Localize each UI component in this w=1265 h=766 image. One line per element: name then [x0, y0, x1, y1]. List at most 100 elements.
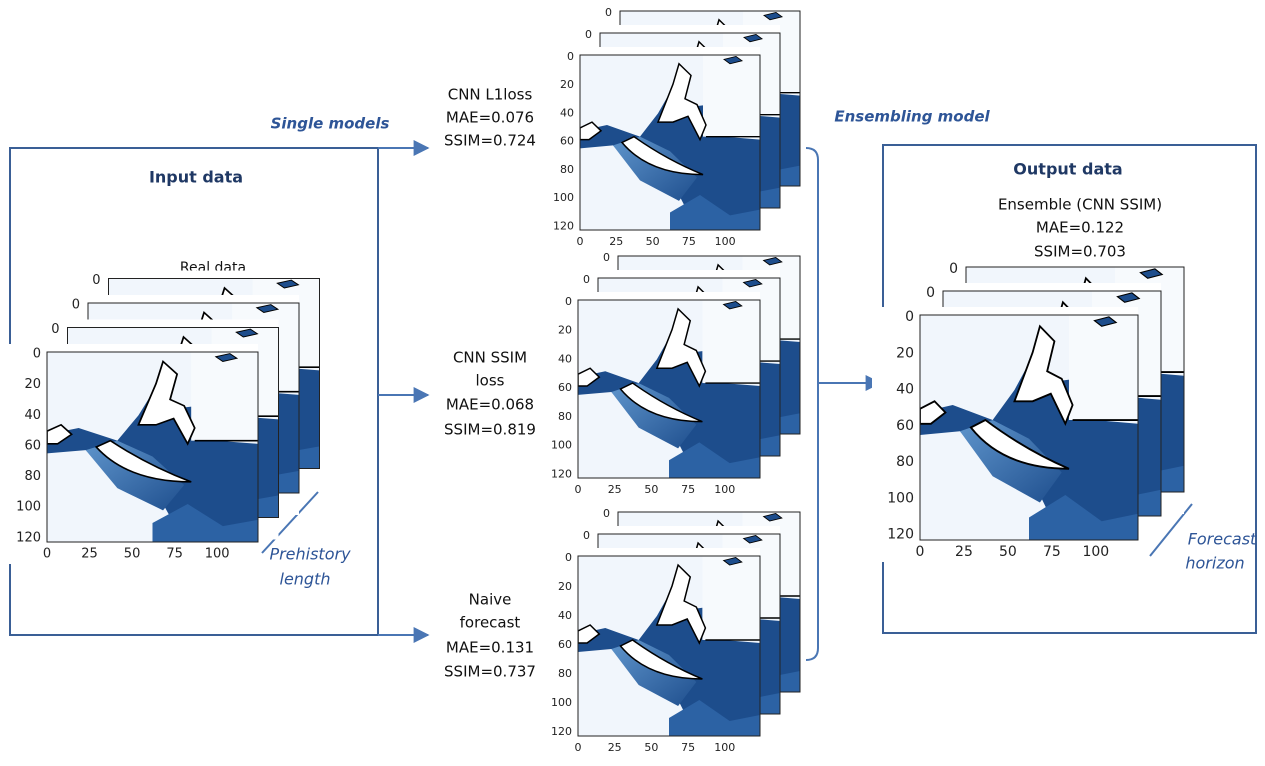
tick-label: 0 [565, 551, 572, 564]
tick-label: 75 [166, 547, 183, 562]
tick-label: 50 [644, 741, 658, 754]
tick-label: 80 [896, 454, 914, 470]
tick-label: 80 [560, 163, 574, 176]
label: Prehistory [269, 545, 351, 564]
tick-label: 25 [955, 544, 973, 560]
tick-label: 0 [949, 261, 958, 277]
tick-label: 0 [33, 347, 41, 362]
map-image [920, 315, 1138, 540]
horizon-line [1149, 503, 1193, 557]
tick-label: 20 [896, 345, 914, 361]
tick-label: 0 [605, 6, 612, 19]
tick-label: 100 [16, 500, 41, 515]
tick-label: 60 [558, 381, 572, 394]
map-image [47, 352, 258, 542]
tick-label: 0 [583, 273, 590, 286]
tick-label: 0 [51, 322, 59, 337]
model-label: loss [476, 372, 505, 390]
tick-label: 0 [565, 295, 572, 308]
tick-label: 120 [16, 530, 41, 545]
tick-label: 100 [551, 439, 572, 452]
tick-label: 40 [896, 382, 914, 398]
tick-label: 40 [24, 408, 41, 423]
bracket [805, 147, 819, 661]
tick-label: 100 [1082, 544, 1109, 560]
label: Ensemble (CNN SSIM) [998, 196, 1162, 214]
frame [577, 555, 761, 737]
frame [919, 314, 1139, 541]
model-mae: MAE=0.131 [446, 639, 534, 657]
tick-label: 100 [714, 741, 735, 754]
tick-label: 0 [603, 507, 610, 520]
tick-label: 120 [551, 467, 572, 480]
tick-label: 25 [608, 483, 622, 496]
prehistory-line [261, 491, 319, 554]
map-image [578, 556, 760, 736]
tick-label: 0 [577, 235, 584, 248]
tick-label: 100 [714, 483, 735, 496]
model-ssim: SSIM=0.819 [444, 421, 536, 439]
tick-label: 0 [583, 529, 590, 542]
model-label: CNN L1loss [448, 86, 533, 104]
tick-label: 50 [644, 483, 658, 496]
tick-label: 100 [715, 235, 736, 248]
tick-label: 50 [124, 547, 141, 562]
tick-label: 75 [681, 483, 695, 496]
map-image [578, 300, 760, 478]
label: MAE=0.122 [1036, 219, 1124, 237]
frame [579, 54, 761, 231]
tick-label: 75 [1043, 544, 1061, 560]
tick-label: 0 [585, 28, 592, 41]
tick-label: 60 [24, 438, 41, 453]
tick-label: 20 [558, 580, 572, 593]
tick-label: 120 [553, 219, 574, 232]
model-mae: MAE=0.068 [446, 396, 534, 414]
model-mae: MAE=0.076 [446, 109, 534, 127]
tick-label: 20 [558, 324, 572, 337]
model-ssim: SSIM=0.724 [444, 132, 536, 150]
tick-label: 20 [560, 78, 574, 91]
tick-label: 60 [560, 135, 574, 148]
tick-label: 75 [682, 235, 696, 248]
tick-label: 80 [558, 667, 572, 680]
label: Single models [271, 115, 390, 133]
tick-label: 40 [558, 352, 572, 365]
map-image [580, 55, 760, 230]
tick-label: 0 [575, 483, 582, 496]
model-label: Naive [469, 591, 512, 609]
tick-label: 40 [558, 609, 572, 622]
label: Forecast [1188, 530, 1257, 549]
tick-label: 100 [553, 191, 574, 204]
tick-label: 120 [887, 527, 914, 543]
tick-label: 0 [926, 285, 935, 301]
label: SSIM=0.703 [1034, 243, 1126, 261]
tick-label: 0 [905, 309, 914, 325]
tick-label: 0 [92, 273, 100, 288]
tick-label: 0 [567, 50, 574, 63]
tick-label: 75 [681, 741, 695, 754]
tick-label: 0 [603, 251, 610, 264]
model-label: CNN SSIM [453, 349, 527, 367]
frame [577, 299, 761, 479]
tick-label: 50 [646, 235, 660, 248]
tick-label: 0 [916, 544, 925, 560]
label: Ensembling model [834, 108, 990, 126]
tick-label: 100 [205, 547, 230, 562]
tick-label: 80 [558, 410, 572, 423]
frame [46, 351, 259, 543]
tick-label: 60 [558, 638, 572, 651]
tick-label: 120 [551, 725, 572, 738]
tick-label: 25 [609, 235, 623, 248]
tick-label: 100 [551, 696, 572, 709]
title: Output data [1013, 160, 1122, 179]
label: length [280, 570, 331, 589]
model-label: forecast [460, 614, 521, 632]
title: Input data [149, 168, 243, 187]
tick-label: 50 [999, 544, 1017, 560]
tick-label: 25 [81, 547, 98, 562]
tick-label: 0 [43, 547, 51, 562]
tick-label: 80 [24, 469, 41, 484]
tick-label: 40 [560, 106, 574, 119]
tick-label: 0 [575, 741, 582, 754]
